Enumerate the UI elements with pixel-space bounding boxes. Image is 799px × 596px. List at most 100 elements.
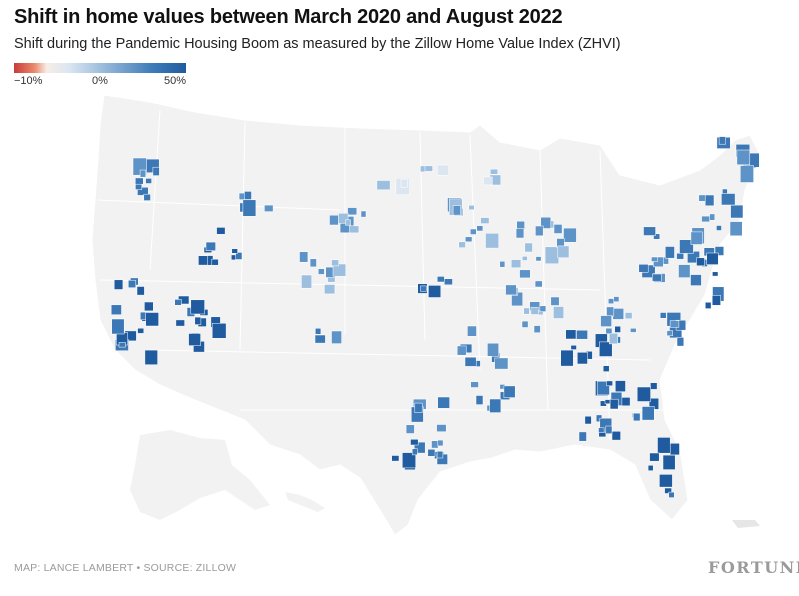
metro-region-14-13 <box>651 256 658 262</box>
metro-region-7-0 <box>331 330 342 344</box>
metro-region-0-7 <box>135 177 144 185</box>
metro-region-14-10 <box>653 256 664 268</box>
metro-region-25-1 <box>436 164 450 176</box>
metro-region-27-1 <box>630 328 637 333</box>
metro-region-21-2 <box>413 441 426 454</box>
metro-region-5-6 <box>299 251 309 263</box>
metro-region-3-8 <box>198 255 208 266</box>
metro-region-6-6 <box>360 210 367 218</box>
metro-region-16-3 <box>729 221 743 237</box>
metro-region-20-6 <box>503 385 516 398</box>
metro-region-16-7 <box>698 194 706 202</box>
metro-region-11-1 <box>540 216 552 229</box>
metro-region-11-5 <box>524 242 533 253</box>
metro-region-27-3 <box>612 308 624 320</box>
metro-region-13-7 <box>604 399 611 405</box>
metro-region-29-4 <box>530 306 539 315</box>
metro-region-1-5 <box>136 286 145 296</box>
metro-region-12-11 <box>614 325 621 333</box>
metro-region-8-0 <box>436 276 445 283</box>
metro-region-22-1 <box>402 452 416 469</box>
metro-region-2-11 <box>190 299 205 315</box>
metro-region-4-2 <box>244 191 252 200</box>
metro-region-14-11 <box>638 264 649 273</box>
metro-region-11-8 <box>553 224 563 234</box>
color-legend: −10% 0% 50% <box>14 63 186 89</box>
metro-region-18-2 <box>647 465 654 471</box>
metro-region-8-2 <box>444 278 453 286</box>
metro-region-0-2 <box>137 187 149 196</box>
metro-region-29-3 <box>539 305 547 312</box>
metro-region-13-13 <box>636 386 651 402</box>
metro-region-27-5 <box>606 306 615 317</box>
metro-region-14-15 <box>679 239 694 254</box>
metro-region-15-7 <box>706 252 719 265</box>
metro-region-13-10 <box>615 380 626 392</box>
metro-region-5-7 <box>332 263 347 277</box>
metro-region-29-8 <box>523 307 530 315</box>
metro-region-23-8 <box>452 205 461 216</box>
metro-region-1-10 <box>145 312 159 327</box>
metro-region-10-4 <box>534 280 543 288</box>
metro-region-24-1 <box>400 179 408 188</box>
legend-label-min: −10% <box>14 75 43 87</box>
metro-region-21-7 <box>437 396 450 409</box>
metro-region-11-7 <box>515 228 525 239</box>
metro-region-23-10 <box>465 236 473 243</box>
metro-region-29-7 <box>550 296 560 306</box>
metro-region-13-12 <box>641 406 655 421</box>
metro-region-2-10 <box>211 323 227 339</box>
metro-region-18-0 <box>664 487 672 494</box>
metro-region-15-2 <box>696 257 705 267</box>
metro-region-29-5 <box>521 320 529 328</box>
metro-region-27-7 <box>600 315 612 327</box>
legend-gradient-bar <box>14 63 186 73</box>
metro-region-14-16 <box>690 231 703 245</box>
metro-region-0-8 <box>139 169 147 178</box>
metro-region-16-0 <box>704 194 715 207</box>
metro-region-2-7 <box>194 316 202 325</box>
contiguous-us-land <box>91 94 761 536</box>
metro-region-11-10 <box>557 245 570 258</box>
metro-region-14-14 <box>652 273 662 282</box>
metro-region-26-0 <box>490 168 498 175</box>
metro-region-12-10 <box>599 341 613 357</box>
metro-region-19-5 <box>584 415 592 425</box>
metro-region-18-9 <box>649 452 660 462</box>
metro-region-1-2 <box>113 279 124 290</box>
metro-region-15-3 <box>714 246 725 256</box>
metro-region-29-2 <box>553 306 564 319</box>
metro-region-13-15 <box>609 398 619 410</box>
metro-region-7-1 <box>315 328 322 335</box>
metro-region-23-9 <box>485 233 499 249</box>
metro-region-19-2 <box>578 431 587 442</box>
land-base <box>91 94 761 536</box>
metro-region-12-9 <box>577 352 588 365</box>
metro-region-27-6 <box>624 312 633 320</box>
metro-region-23-1 <box>458 241 466 248</box>
metro-region-23-5 <box>470 228 477 235</box>
metro-region-6-4 <box>345 219 351 226</box>
metro-region-10-3 <box>510 259 522 269</box>
metro-region-18-3 <box>668 491 675 498</box>
metro-region-21-8 <box>427 449 436 457</box>
metro-region-27-2 <box>609 332 619 345</box>
metro-region-12-5 <box>560 349 574 367</box>
metro-region-15-5 <box>705 302 712 309</box>
metro-region-1-13 <box>118 342 126 348</box>
metro-region-16-4 <box>716 225 722 231</box>
metro-region-9-3 <box>464 356 477 367</box>
metro-region-7-2 <box>314 334 326 344</box>
metro-region-20-5 <box>475 395 484 405</box>
metro-region-16-8 <box>709 213 716 221</box>
metro-region-13-14 <box>633 412 641 422</box>
metro-region-14-8 <box>643 226 656 236</box>
metro-region-22-2 <box>391 455 400 462</box>
fortune-logo: FORTUNE <box>708 558 799 577</box>
metro-region-14-6 <box>665 246 675 259</box>
metro-region-21-4 <box>405 424 415 434</box>
metro-region-3-6 <box>231 248 238 254</box>
metro-region-2-12 <box>188 333 201 346</box>
metro-region-20-2 <box>470 381 479 388</box>
metro-region-21-11 <box>437 439 444 447</box>
